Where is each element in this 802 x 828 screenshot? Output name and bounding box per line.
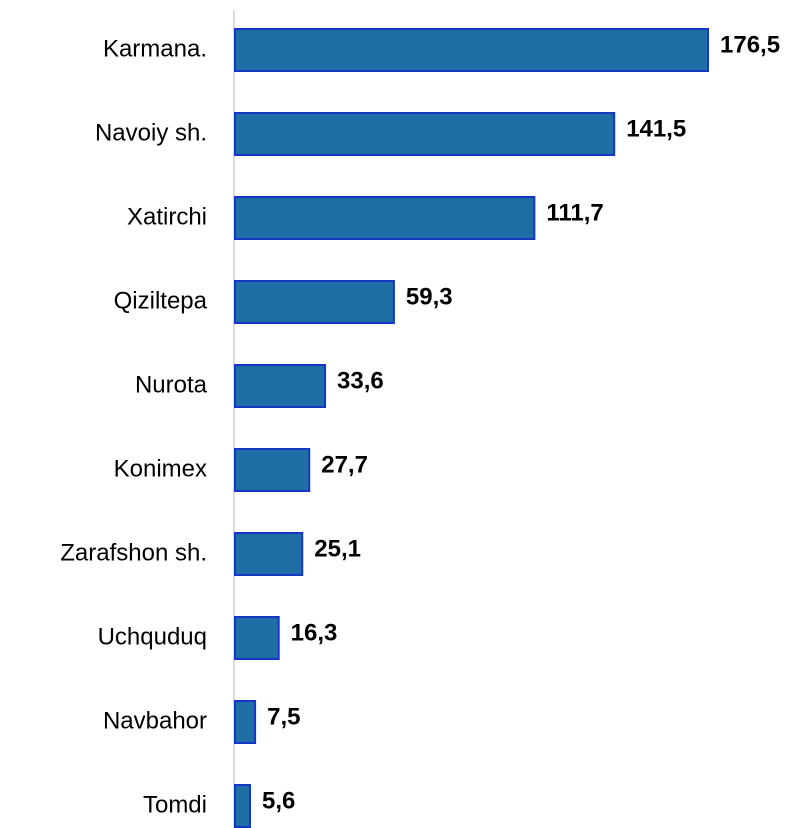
bar xyxy=(234,196,536,240)
bar xyxy=(234,364,327,408)
value-label: 5,6 xyxy=(262,787,295,814)
bar xyxy=(234,616,280,660)
value-label: 25,1 xyxy=(314,535,361,562)
value-label: 59,3 xyxy=(406,283,453,310)
category-label: Xatirchi xyxy=(127,203,207,230)
bar xyxy=(234,784,252,828)
category-label: Nurota xyxy=(135,371,208,398)
value-label: 141,5 xyxy=(626,115,686,142)
bar xyxy=(234,28,709,72)
bar xyxy=(234,532,304,576)
value-label: 27,7 xyxy=(321,451,368,478)
category-label: Konimex xyxy=(114,455,207,482)
category-label: Uchquduq xyxy=(98,623,207,650)
bar xyxy=(234,112,616,156)
category-label: Zarafshon sh. xyxy=(60,539,207,566)
category-label: Karmana. xyxy=(103,35,207,62)
value-label: 176,5 xyxy=(720,31,780,58)
value-label: 7,5 xyxy=(267,703,300,730)
value-label: 16,3 xyxy=(291,619,338,646)
value-label: 33,6 xyxy=(337,367,384,394)
category-label: Tomdi xyxy=(143,791,207,818)
bar xyxy=(234,448,311,492)
category-label: Qiziltepa xyxy=(114,287,208,314)
bar xyxy=(234,700,257,744)
bar xyxy=(234,280,395,324)
category-label: Navbahor xyxy=(103,707,207,734)
value-label: 111,7 xyxy=(546,199,603,226)
category-label: Navoiy sh. xyxy=(95,119,207,146)
